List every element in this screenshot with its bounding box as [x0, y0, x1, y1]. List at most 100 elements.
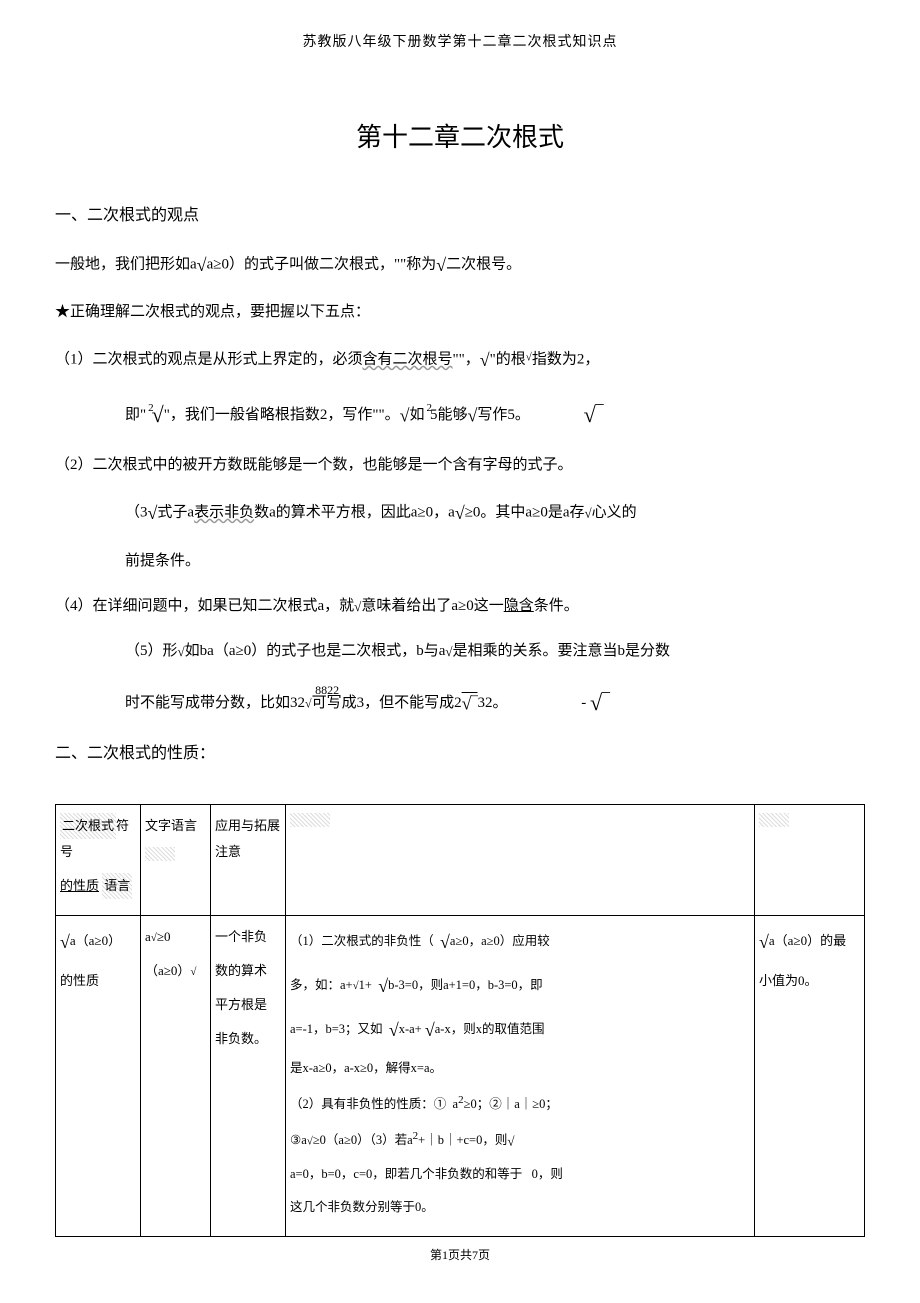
page-footer: 第1页共7页 — [55, 1245, 865, 1267]
text: 数a的算术平方根，因此a≥0，a — [254, 505, 455, 521]
text: 二次根号。 — [446, 256, 521, 272]
text: 写作5。 — [477, 407, 530, 423]
text: 心义的 — [592, 505, 637, 521]
text: （4）在详细问题中，如果已知二次根式a，就 — [55, 598, 354, 614]
text: 平方根是 — [215, 992, 281, 1018]
sqrt-icon: √ — [400, 405, 410, 425]
text: a（a≥0）的最 — [769, 933, 846, 948]
text: 5能够 — [430, 407, 468, 423]
text: "的根 — [490, 352, 526, 368]
text: ≥0（a≥0）（3）若a — [313, 1133, 413, 1147]
text: （1）二次根式的非负性（ — [290, 934, 434, 948]
chapter-title: 第十二章二次根式 — [55, 115, 865, 162]
text: a=-1，b=3；又如 — [290, 1022, 383, 1036]
table-cell: 二次根式符号 的性质 语言 — [56, 804, 141, 915]
section-2-heading: 二、二次根式的性质： — [55, 740, 865, 769]
text: 应用与拓展 — [215, 818, 280, 833]
sqrt-icon: √ — [425, 1020, 435, 1040]
text: a≥0）的式子叫做二次根式，""称为 — [207, 256, 437, 272]
shaded-text: 二次根式 — [60, 813, 116, 839]
text: 的性质 — [60, 973, 99, 988]
table-cell: 文字语言 — [141, 804, 211, 915]
shaded-block — [145, 847, 175, 861]
paragraph-10: 时不能写成带分数，比如882232√可写成3，但不能写成2√‾32。 - √‾ — [55, 683, 865, 723]
text: 32 — [290, 695, 305, 711]
paragraph-4: 即"2√"，我们一般省略根指数2，写作""。√如25能够√写作5。 √‾ — [55, 395, 865, 435]
section-1-heading: 一、二次根式的观点 — [55, 202, 865, 231]
paragraph-8: （4）在详细问题中，如果已知二次根式a，就√意味着给出了a≥0这一隐含条件。 — [55, 593, 865, 620]
sqrt-icon: √ — [190, 966, 196, 978]
text: a≥0，a≥0）应用较 — [450, 934, 550, 948]
underlined-text: 隐含 — [504, 598, 534, 614]
paragraph-1: 一般地，我们把形如a√a≥0）的式子叫做二次根式，""称为√二次根号。 — [55, 249, 865, 281]
sqrt-icon: √ — [60, 932, 70, 952]
table-cell: 应用与拓展注意 — [211, 804, 286, 915]
text: ≥0；②｜a｜≥0； — [464, 1097, 558, 1111]
text: 文字语言 — [145, 818, 197, 833]
text: 小值为0。 — [759, 968, 860, 994]
text: （3 — [125, 505, 148, 521]
table-row: 二次根式符号 的性质 语言 文字语言 应用与拓展注意 — [56, 804, 865, 915]
text: x-a+ — [399, 1022, 422, 1036]
root-index: 2 — [148, 402, 154, 414]
underlined-text: 表示非负 — [194, 505, 254, 521]
text: 0，则 — [532, 1167, 563, 1181]
text: （a≥0） — [145, 963, 190, 978]
table-cell: a√≥0 （a≥0）√ — [141, 915, 211, 1236]
paragraph-3: （1）二次根式的观点是从形式上界定的，必须含有二次根号""，√"的根√指数为2， — [55, 344, 865, 376]
root-index: 2 — [426, 402, 432, 414]
sqrt-icon: √ — [584, 506, 591, 521]
text: "，我们一般省略根指数2，写作""。 — [164, 407, 400, 423]
paragraph-2: ★正确理解二次根式的观点，要把握以下五点： — [55, 299, 865, 326]
text: 即" — [125, 407, 146, 423]
sqrt-icon: √ — [197, 255, 207, 275]
text: ≥0 — [157, 929, 171, 944]
sqrt-icon: √‾ — [462, 693, 478, 713]
text: 一般地，我们把形如a — [55, 256, 197, 272]
paragraph-9: （5）形√如ba（a≥0）的式子也是二次根式，b与a√是相乘的关系。要注意当b是… — [55, 638, 865, 665]
text: 1+ — [359, 978, 372, 992]
shaded-text: 语言 — [102, 873, 132, 899]
sqrt-icon: √ — [389, 1020, 399, 1040]
sqrt-icon: √ — [378, 976, 388, 996]
table-cell: √a（a≥0） 的性质 — [56, 915, 141, 1236]
text: 注意 — [215, 844, 241, 859]
underlined-text: 含有二次根号 — [363, 352, 453, 368]
text: +｜b｜+c=0，则 — [418, 1133, 507, 1147]
table-cell: （1）二次根式的非负性（ √a≥0，a≥0）应用较 多，如：a+√1+ √b-3… — [286, 915, 755, 1236]
text: a-x，则x的取值范围 — [435, 1022, 545, 1036]
paragraph-5: （2）二次根式中的被开方数既能够是一个数，也能够是一个含有字母的式子。 — [55, 452, 865, 479]
paragraph-7: 前提条件。 — [55, 548, 865, 575]
text: 3 — [357, 695, 365, 711]
text: 一个非负 — [215, 924, 281, 950]
paragraph-6: （3√式子a表示非负数a的算术平方根，因此a≥0，a√≥0。其中a≥0是a存√心… — [55, 497, 865, 529]
text: ③a — [290, 1133, 307, 1147]
text: （2）具有非负性的性质：① — [290, 1097, 446, 1111]
table-cell: √a（a≥0）的最 小值为0。 — [755, 915, 865, 1236]
text: 多，如：a+ — [290, 978, 353, 992]
text: （5）形 — [125, 643, 178, 659]
sqrt-icon: √ — [436, 255, 446, 275]
fraction-stack: 882232√可写成3 — [290, 684, 364, 711]
document-page: 苏教版八年级下册数学第十二章二次根式知识点 第十二章二次根式 一、二次根式的观点… — [0, 0, 920, 1303]
table-row: √a（a≥0） 的性质 a√≥0 （a≥0）√ 一个非负 数的算术 平方根是 非… — [56, 915, 865, 1236]
sqrt-icon: √ — [178, 643, 185, 658]
text: 这几个非负数分别等于0。 — [290, 1195, 750, 1220]
text: ，但不能写成2 — [364, 695, 462, 711]
text: b-3=0，则a+1=0，b-3=0，即 — [388, 978, 543, 992]
text: 条件。 — [534, 598, 579, 614]
text: 指数为2， — [532, 352, 600, 368]
text: 式子a — [157, 505, 194, 521]
sqrt-icon: √ — [759, 932, 769, 952]
table-cell: 一个非负 数的算术 平方根是 非负数。 — [211, 915, 286, 1236]
neg-sqrt: - √‾ — [581, 683, 609, 723]
text: 如ba（a≥0）的式子也是二次根式，b与a — [185, 643, 446, 659]
sqrt-icon: √ — [468, 405, 478, 425]
sqrt-icon: √ — [148, 503, 158, 523]
sqrt-icon: √ — [305, 696, 312, 710]
text: 是相乘的关系。要注意当b是分数 — [453, 643, 671, 659]
table-cell — [755, 804, 865, 915]
shaded-block — [290, 813, 330, 827]
sqrt-icon: √ — [445, 643, 452, 658]
text: 时不能写成带分数，比如 — [125, 695, 290, 711]
